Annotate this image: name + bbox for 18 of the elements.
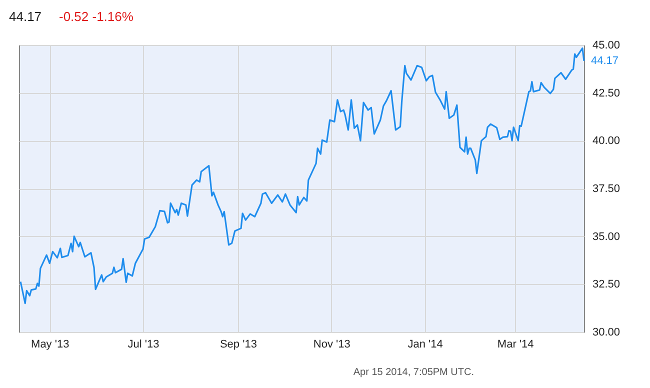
- text: -0.52 -1.16%: [59, 9, 134, 24]
- y-tick-label: 45.00: [592, 40, 620, 52]
- line-series: [20, 47, 585, 304]
- y-tick-label: 35.00: [592, 230, 620, 243]
- chart-title: 44.17: [9, 9, 42, 24]
- x-tick-label: Sep '13: [220, 338, 257, 350]
- annotation: 44.17: [591, 54, 619, 67]
- y-tick-label: 32.50: [592, 278, 620, 291]
- x-tick-label: Jan '14: [408, 338, 443, 350]
- x-tick-label: Nov '13: [313, 338, 350, 350]
- y-tick-label: 42.50: [592, 87, 620, 100]
- y-tick-label: 40.00: [592, 135, 620, 148]
- x-tick-label: May '13: [31, 338, 70, 350]
- y-tick-label: 30.00: [592, 326, 620, 338]
- text: Apr 15 2014, 7:05PM UTC.: [353, 367, 474, 378]
- y-tick-label: 37.50: [592, 183, 620, 195]
- x-tick-label: Jul '13: [128, 338, 160, 350]
- x-tick-label: Mar '14: [497, 338, 534, 350]
